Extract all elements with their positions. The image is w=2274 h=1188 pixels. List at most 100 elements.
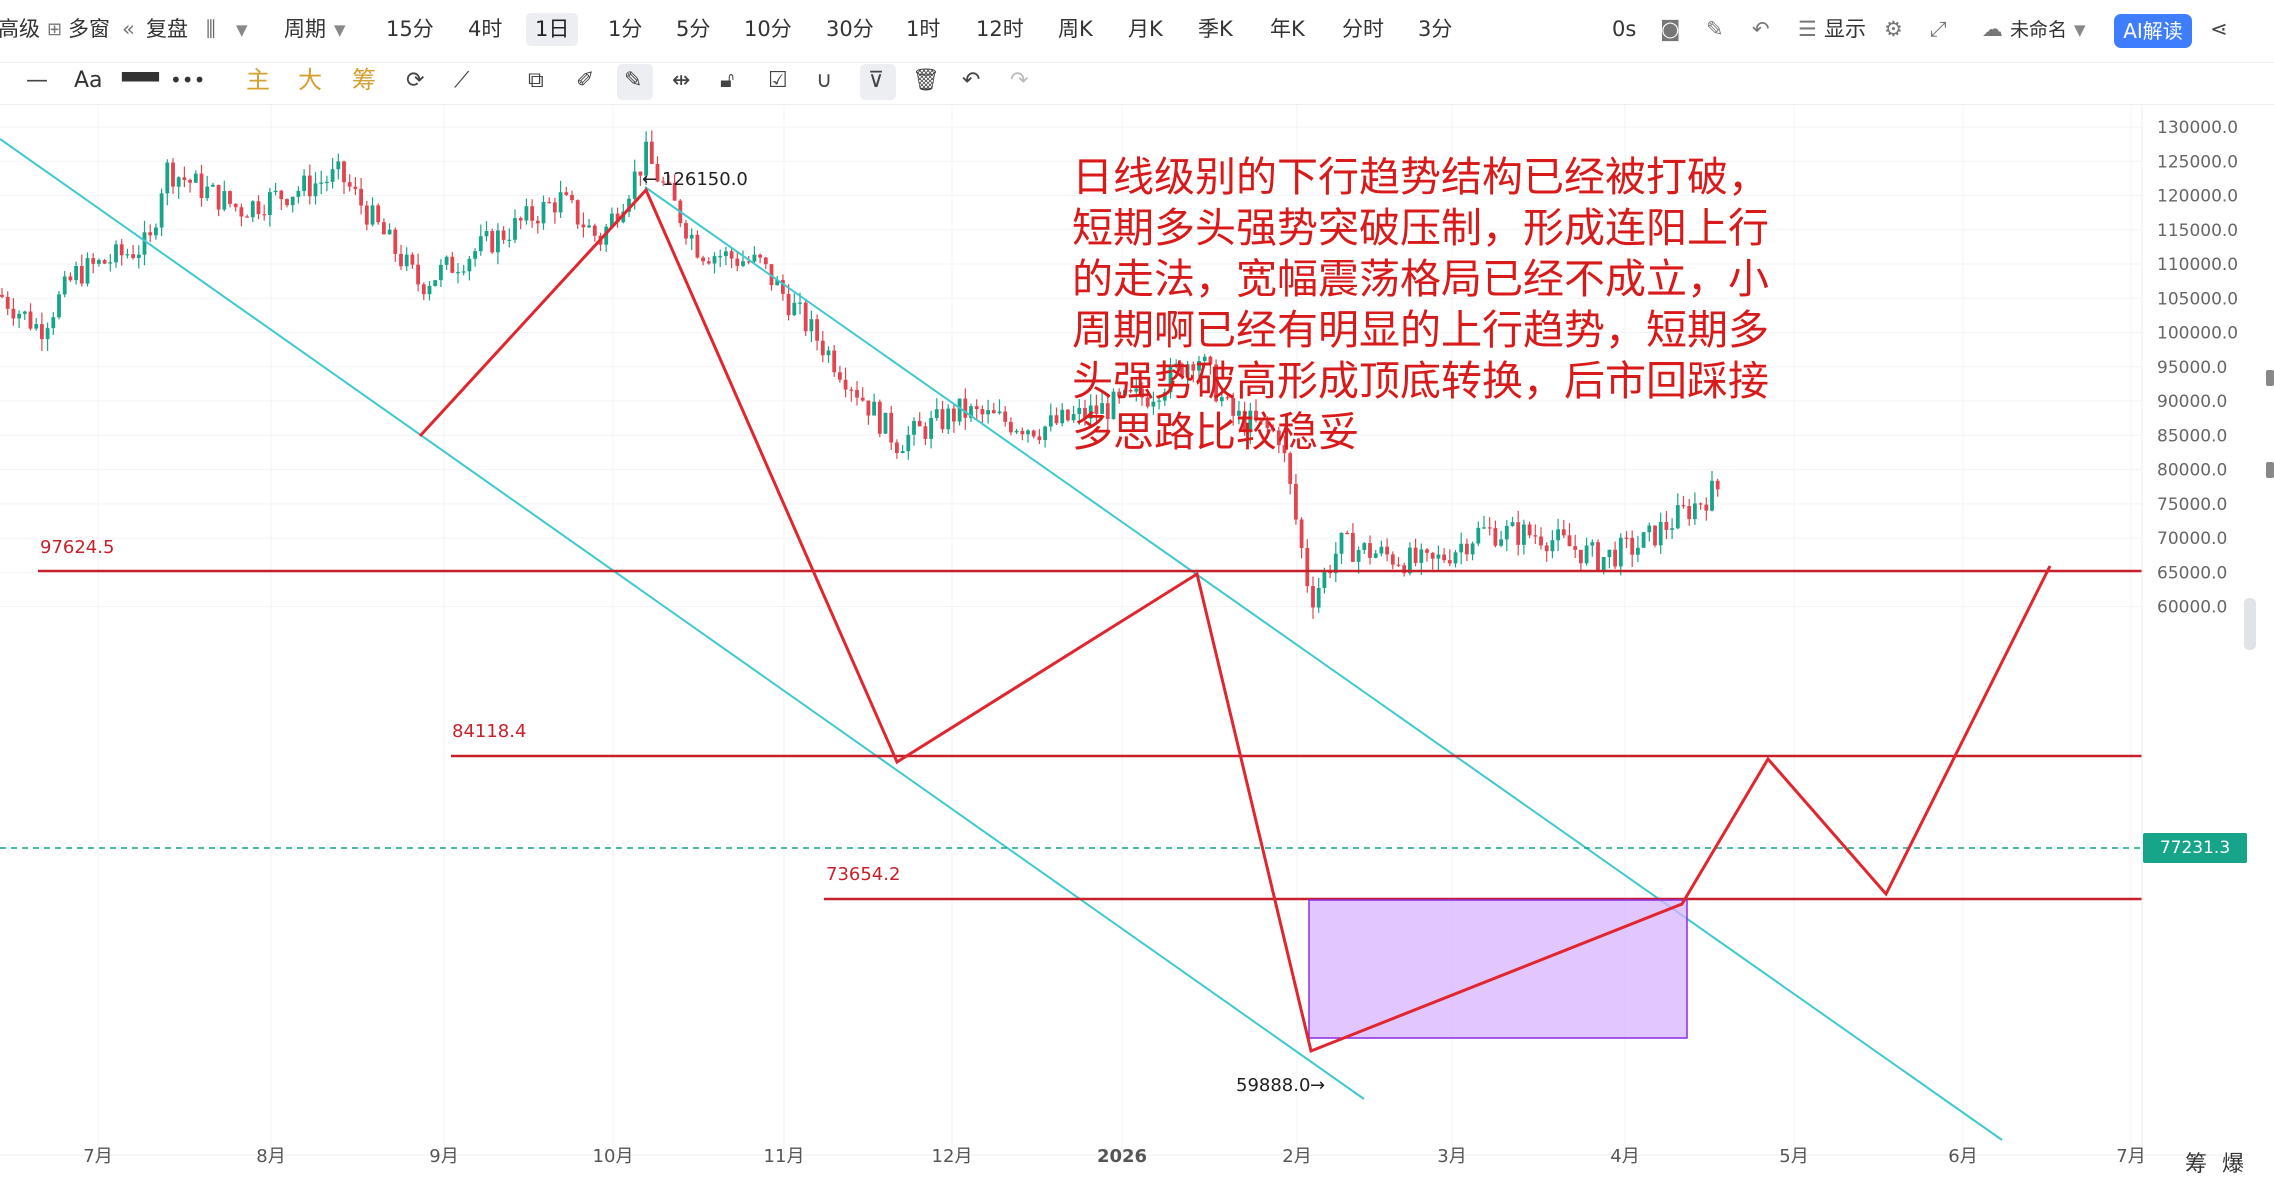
dots-icon[interactable]: •••	[170, 68, 206, 92]
chevron-down-icon[interactable]: ▼	[334, 21, 346, 39]
candle-body	[28, 311, 33, 329]
candle-body	[211, 184, 215, 187]
period-30m[interactable]: 30分	[826, 17, 874, 41]
font-button[interactable]: Aa	[74, 68, 103, 93]
period-1m[interactable]: 1分	[608, 17, 643, 41]
candle-body	[604, 226, 609, 245]
filter-icon[interactable]: ⊽	[868, 68, 885, 93]
candle-body	[370, 205, 375, 225]
candle-body	[125, 254, 130, 256]
measure-icon[interactable]: ⟋	[454, 68, 470, 93]
candle-body	[1088, 405, 1093, 419]
candle-body	[553, 202, 557, 213]
explode-button[interactable]: 爆	[2222, 1152, 2245, 1177]
candle-body	[1487, 527, 1492, 529]
indicator-main-button[interactable]: 主	[246, 66, 270, 94]
candle-body	[1117, 391, 1122, 396]
candle-body	[444, 256, 449, 265]
indicator-big-button[interactable]: 大	[298, 66, 322, 94]
pencil-icon[interactable]: ✐	[576, 68, 595, 93]
period-1d[interactable]: 1日	[526, 13, 579, 46]
undo-layout-icon[interactable]: ↶	[1752, 17, 1770, 41]
candle-body	[815, 319, 819, 341]
candle-body	[1715, 480, 1720, 490]
scroll-handle[interactable]	[2244, 598, 2256, 650]
ai-read-button[interactable]: AI解读	[2114, 14, 2192, 48]
settings-icon[interactable]: ⚙	[1884, 17, 1903, 41]
period-3m[interactable]: 3分	[1418, 17, 1453, 41]
chevron-down-icon[interactable]: ▼	[236, 21, 248, 39]
candle-body	[91, 258, 96, 264]
redo-icon[interactable]: ↷	[1010, 68, 1029, 93]
candle-body	[501, 230, 506, 240]
candle-body	[1026, 430, 1030, 435]
period-week[interactable]: 周K	[1058, 17, 1093, 41]
brush-icon[interactable]: ✎	[624, 68, 643, 93]
candle-body	[570, 194, 574, 201]
period-15m[interactable]: 15分	[386, 17, 434, 41]
candle-body	[393, 229, 398, 254]
candle-body	[11, 308, 16, 319]
candle-body	[518, 218, 523, 221]
candle-body	[798, 302, 802, 304]
period-dropdown[interactable]: 周期	[284, 17, 326, 41]
period-quarter[interactable]: 季K	[1198, 17, 1233, 41]
candle-body	[205, 186, 210, 199]
candle-body	[364, 205, 369, 225]
candle-body	[330, 169, 335, 182]
analysis-annotation[interactable]: 日线级别的下行趋势结构已经被打破，短期多头强势突破压制，形成连阳上行的走法，宽幅…	[1072, 153, 1769, 456]
edit-icon[interactable]: ☑	[768, 68, 788, 93]
copy-icon[interactable]: ⧉	[528, 68, 544, 93]
period-month[interactable]: 月K	[1128, 17, 1163, 41]
candle-body	[478, 236, 483, 252]
camera-icon[interactable]: ◙	[1660, 17, 1681, 41]
chevron-down-icon[interactable]: ▼	[2074, 21, 2086, 39]
undo-icon[interactable]: ↶	[962, 68, 981, 93]
period-10m[interactable]: 10分	[744, 17, 792, 41]
indicator-chip-button[interactable]: 筹	[352, 66, 376, 94]
multi-window-icon: ⊞	[47, 19, 63, 40]
trash-icon[interactable]: 🗑︎	[912, 68, 940, 93]
candle-body	[1527, 524, 1532, 536]
display-button[interactable]: 显示	[1824, 17, 1866, 41]
advanced-button[interactable]: 高级	[0, 17, 40, 41]
period-4h[interactable]: 4时	[468, 17, 503, 41]
candle-body	[1413, 547, 1418, 563]
candle-body	[1351, 532, 1355, 562]
candle-body	[1493, 528, 1498, 546]
time-tick: 6月	[1948, 1146, 1977, 1167]
share-icon[interactable]: ⋖	[2210, 17, 2228, 41]
candle-body	[1043, 426, 1047, 440]
horizontal-line-icon[interactable]: —	[26, 68, 48, 93]
magnet-icon[interactable]: ∪	[816, 68, 833, 93]
period-1h[interactable]: 1时	[906, 17, 941, 41]
period-5m[interactable]: 5分	[676, 17, 711, 41]
candle-body	[1322, 570, 1327, 588]
candle-body	[1584, 545, 1589, 564]
candle-body	[17, 313, 21, 319]
sync-icon[interactable]: ⟳	[406, 68, 425, 93]
candle-body	[1288, 453, 1293, 484]
replay-button[interactable]: 复盘	[146, 17, 188, 41]
candle-type-icon[interactable]: ⫼	[206, 17, 216, 41]
fullscreen-icon[interactable]: ⤢	[1930, 17, 1947, 41]
period-12h[interactable]: 12时	[976, 17, 1024, 41]
candle-body	[507, 239, 512, 241]
price-tick: 100000.0	[2157, 324, 2238, 344]
candle-body	[1641, 532, 1646, 548]
chip-distribution-button[interactable]: 筹	[2185, 1152, 2208, 1177]
candle-body	[1174, 363, 1179, 365]
wave-icon[interactable]: ▀▀▀	[122, 72, 159, 91]
candle-body	[85, 258, 90, 284]
pen-icon[interactable]: ✎	[1706, 17, 1724, 41]
multi-window-button[interactable]: 多窗	[68, 17, 110, 41]
period-year[interactable]: 年K	[1270, 17, 1305, 41]
price-chart[interactable]: 97624.5 84118.4 73654.2 ← 126150.0 59888…	[0, 105, 2274, 1188]
layout-name-dropdown[interactable]: 未命名	[2010, 19, 2068, 41]
range-zone	[1308, 899, 1688, 1039]
lock-icon[interactable]: 🔓︎	[720, 68, 735, 93]
candle-body	[399, 253, 403, 267]
period-timeshare[interactable]: 分时	[1342, 17, 1384, 41]
ruler-icon[interactable]: ⇹	[672, 68, 691, 93]
price-tick: 70000.0	[2157, 529, 2227, 549]
